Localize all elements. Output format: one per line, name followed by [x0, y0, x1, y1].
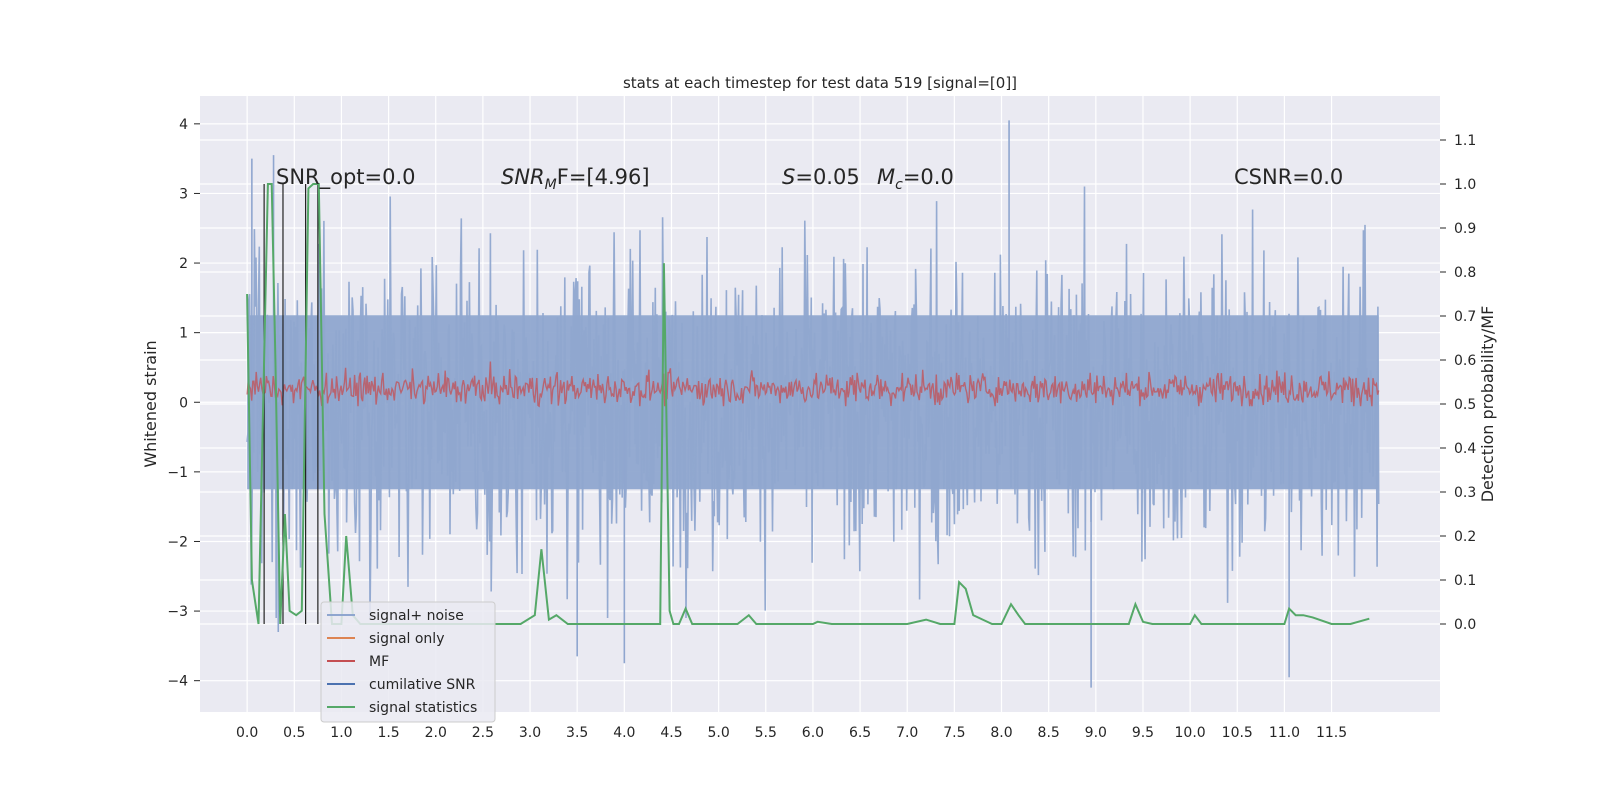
- s-label: S: [782, 165, 795, 189]
- x-tick-label: 6.5: [849, 725, 871, 741]
- signal-noise-series: [246, 120, 1380, 688]
- x-tick-label: 0.0: [236, 725, 258, 741]
- x-tick-label: 9.5: [1132, 725, 1154, 741]
- x-tick-label: 4.0: [613, 725, 635, 741]
- mc-value: =0.0: [903, 165, 954, 189]
- x-tick-label: 2.5: [472, 725, 494, 741]
- snr-mf-sub: M: [545, 177, 557, 193]
- mc-sub: c: [895, 177, 903, 193]
- x-tick-label: 9.0: [1085, 725, 1107, 741]
- signal-noise-line: [246, 186, 1380, 619]
- y-tick-label: 2: [179, 256, 188, 272]
- y-tick-label: −2: [167, 534, 188, 550]
- x-tick-label: 1.5: [377, 725, 399, 741]
- legend-label-signal-statistics: signal statistics: [369, 700, 477, 716]
- y2-tick-label: 0.4: [1454, 441, 1476, 457]
- x-tick-label: 4.5: [660, 725, 682, 741]
- y-tick-label: −3: [167, 604, 188, 620]
- x-tick-label: 11.0: [1269, 725, 1300, 741]
- snr-mf-base: SNR: [501, 165, 545, 189]
- snr-mf-annotation: SNRMF=[4.96]: [501, 165, 650, 193]
- csnr-annotation: CSNR=0.0: [1234, 165, 1343, 189]
- y-tick-label: −1: [167, 465, 188, 481]
- y-tick-label: 0: [179, 395, 188, 411]
- legend-label-mf: MF: [369, 654, 389, 670]
- mf-line: [246, 361, 1380, 408]
- snr-mf-rest: F=[4.96]: [557, 165, 650, 189]
- y2-tick-label: 0.3: [1454, 485, 1476, 501]
- y-tick-label: 4: [179, 117, 188, 133]
- y2-axis-label: Detection probability/MF: [1478, 306, 1497, 503]
- y2-tick-label: 0.1: [1454, 573, 1476, 589]
- legend: signal+ noise signal only MF cumilative …: [320, 601, 496, 723]
- y2-tick-label: 0.2: [1454, 529, 1476, 545]
- y-tick-label: 1: [179, 326, 188, 342]
- mc-annotation: Mc=0.0: [877, 165, 954, 193]
- signal-statistics-series: [246, 183, 1370, 625]
- mf-series: [246, 361, 1380, 408]
- y2-tick-label: 0.7: [1454, 309, 1476, 325]
- y2-tick-label: 0.6: [1454, 353, 1476, 369]
- x-tick-label: 3.0: [519, 725, 541, 741]
- x-tick-label: 7.5: [943, 725, 965, 741]
- x-tick-label: 2.0: [425, 725, 447, 741]
- x-tick-label: 10.5: [1222, 725, 1253, 741]
- chart-title: stats at each timestep for test data 519…: [623, 74, 1017, 92]
- y2-tick-label: 1.0: [1454, 177, 1476, 193]
- snr-opt-annotation: SNR_opt=0.0: [276, 165, 416, 190]
- x-tick-label: 10.0: [1175, 725, 1206, 741]
- legend-label-signal-noise: signal+ noise: [369, 608, 464, 624]
- x-tick-label: 5.0: [707, 725, 729, 741]
- x-tick-label: 0.5: [283, 725, 305, 741]
- legend-box: [320, 601, 496, 723]
- tick-labels: 0.0 0.5 1.0 1.5 2.0 2.5 3.0 3.5 4.0 4.5 5.0 5.5 6.0 6…: [167, 117, 1476, 741]
- mc-label: M: [877, 165, 895, 189]
- s-value: =0.05: [795, 165, 859, 189]
- signal-statistics-line: [246, 183, 1370, 625]
- y-tick-label: −4: [167, 674, 188, 690]
- x-tick-label: 3.5: [566, 725, 588, 741]
- annotations: SNR_opt=0.0 SNRMF=[4.96] S=0.05 Mc=0.0 C…: [276, 165, 1343, 193]
- s-annotation: S=0.05: [782, 165, 860, 189]
- legend-label-cumulative-snr: cumilative SNR: [369, 677, 476, 693]
- x-tick-label: 11.5: [1316, 725, 1347, 741]
- y2-tick-label: 0.0: [1454, 617, 1476, 633]
- x-tick-label: 8.5: [1038, 725, 1060, 741]
- legend-label-signal-only: signal only: [369, 631, 444, 647]
- y-axis-label: Whitened strain: [141, 340, 160, 467]
- x-tick-label: 7.0: [896, 725, 918, 741]
- x-tick-label: 6.0: [802, 725, 824, 741]
- y2-tick-label: 1.1: [1454, 133, 1476, 149]
- y-tick-label: 3: [179, 186, 188, 202]
- y2-tick-label: 0.8: [1454, 265, 1476, 281]
- x-tick-label: 5.5: [755, 725, 777, 741]
- x-tick-label: 8.0: [990, 725, 1012, 741]
- x-tick-label: 1.0: [330, 725, 352, 741]
- y2-tick-label: 0.5: [1454, 397, 1476, 413]
- y2-tick-label: 0.9: [1454, 221, 1476, 237]
